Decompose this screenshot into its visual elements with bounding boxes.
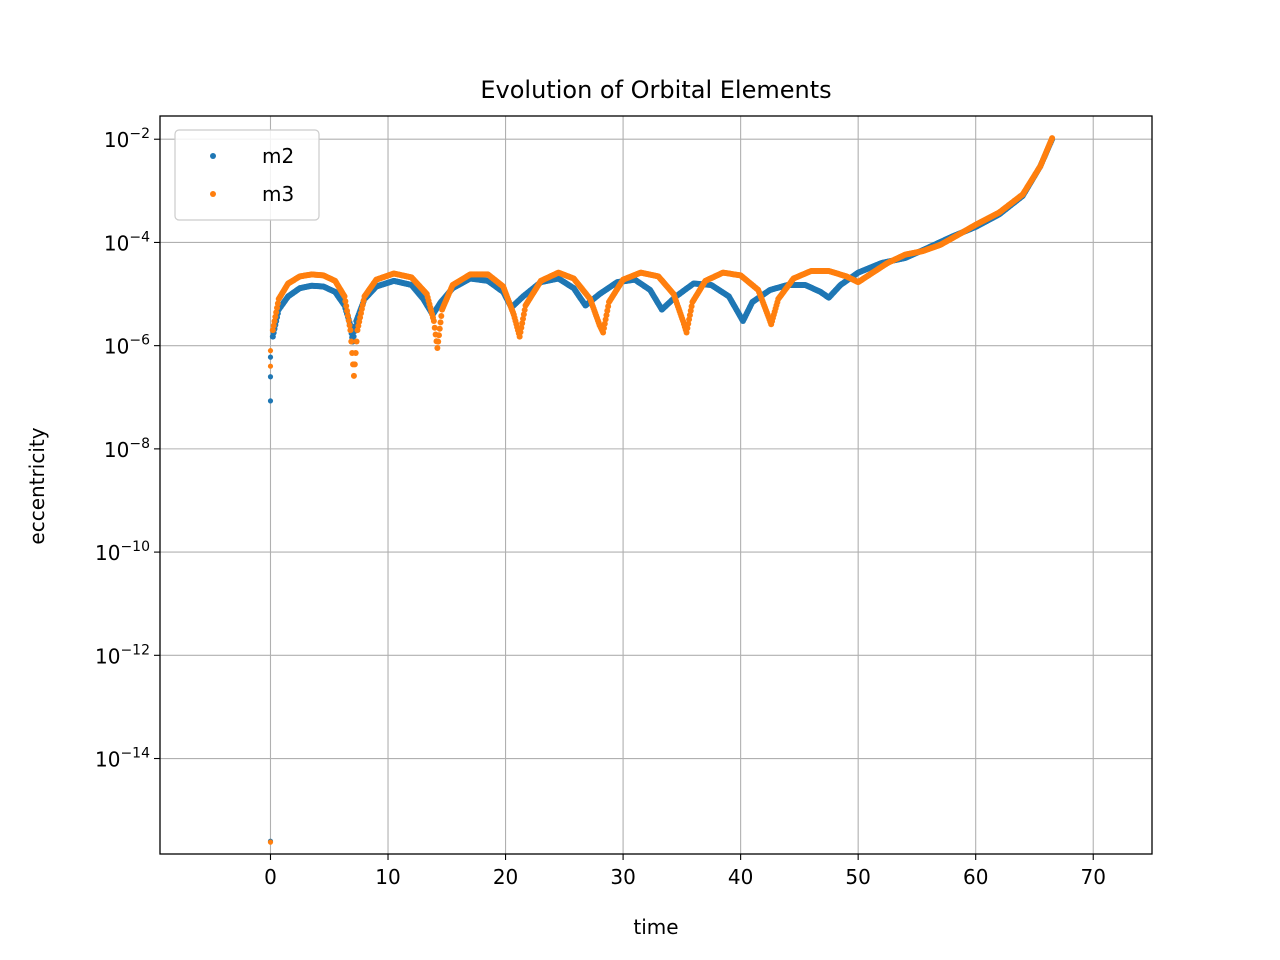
data-point-m3 [350,372,357,379]
y-tick-label-exponent: −8 [129,436,150,452]
y-tick-label-exponent: −6 [129,333,150,349]
data-point-m3 [273,309,280,316]
x-tick-label: 70 [1081,865,1106,889]
y-tick-label-exponent: −4 [129,229,150,245]
legend-label-m3: m3 [262,182,294,206]
data-point-m3 [437,319,444,326]
data-point-m2 [267,354,274,360]
data-point-m3 [269,327,276,334]
data-point-m3 [434,345,441,352]
data-point-m3 [346,322,353,329]
x-tick-label: 0 [264,865,277,889]
series-m3 [267,135,1056,845]
data-point-m3 [274,300,281,307]
y-tick-label-base: 10 [104,335,129,359]
data-point-m3 [435,338,442,345]
data-point-m3 [271,318,278,325]
x-axis-ticks: 0 10 20 30 40 50 60 70 [264,854,1106,889]
x-tick-label: 20 [493,865,518,889]
data-point-m3 [274,304,281,311]
x-tick-label: 50 [845,865,870,889]
x-tick-label: 60 [963,865,988,889]
data-point-m3 [342,298,349,305]
y-tick-label-base: 10 [104,231,129,255]
legend: m2 m3 [174,129,320,221]
data-point-m3 [517,329,524,336]
y-tick-label-exponent: −14 [120,746,150,762]
y-tick-label-base: 10 [95,644,120,668]
data-point-m3 [518,324,525,331]
data-point-m3 [520,315,527,322]
data-point-m3 [353,338,360,345]
legend-label-m2: m2 [262,144,294,168]
legend-box [174,129,320,221]
data-point-m2 [267,374,274,380]
y-tick-label-exponent: −12 [120,642,150,658]
data-point-m3 [1049,135,1056,142]
data-point-m3 [267,363,274,369]
y-tick-label: 10−14 [95,746,150,772]
data-point-m3 [352,349,359,356]
y-tick-label-base: 10 [104,438,129,462]
y-tick-label-base: 10 [95,748,120,772]
data-point-m3 [516,333,523,340]
data-point-m3 [520,311,527,318]
y-tick-label-base: 10 [104,128,129,152]
grid [160,116,1152,854]
data-point-m2 [267,398,274,404]
data-point-m3 [519,320,526,327]
y-tick-label-exponent: −10 [120,539,150,555]
data-point-m3 [436,325,443,332]
x-tick-label: 30 [610,865,635,889]
data-point-m3 [272,313,279,320]
y-tick-label: 10−10 [95,539,150,565]
data-point-m3 [344,312,351,319]
data-point-m3 [341,293,348,300]
x-tick-label: 10 [375,865,400,889]
data-point-m3 [348,338,355,345]
x-axis-label: time [633,915,678,939]
data-point-m3 [345,317,352,324]
data-point-m2 [350,333,357,340]
y-tick-label: 10−12 [95,642,150,668]
data-point-m3 [270,322,277,329]
y-tick-label-base: 10 [95,541,120,565]
plot-area [267,135,1056,845]
y-tick-label: 10−4 [104,229,150,255]
data-point-m3 [431,324,438,331]
chart-title: Evolution of Orbital Elements [480,76,831,104]
y-tick-label-exponent: −2 [129,126,150,142]
y-tick-label: 10−8 [104,436,150,462]
x-tick-label: 40 [728,865,753,889]
data-point-m3 [267,348,274,354]
data-point-m3 [351,361,358,368]
data-point-m3 [435,332,442,339]
data-point-m3 [344,307,351,314]
y-tick-label: 10−2 [104,126,150,152]
data-point-m3 [430,318,437,325]
legend-marker-m2 [210,153,216,159]
data-point-m3 [343,303,350,310]
y-tick-label: 10−6 [104,333,150,359]
data-point-m3 [438,312,445,319]
data-point-m3 [521,306,528,313]
legend-marker-m3 [210,191,216,197]
axes-frame [159,115,1153,855]
y-axis-label: eccentricity [25,427,49,544]
data-point-m3 [267,839,274,845]
data-point-m3 [347,327,354,334]
